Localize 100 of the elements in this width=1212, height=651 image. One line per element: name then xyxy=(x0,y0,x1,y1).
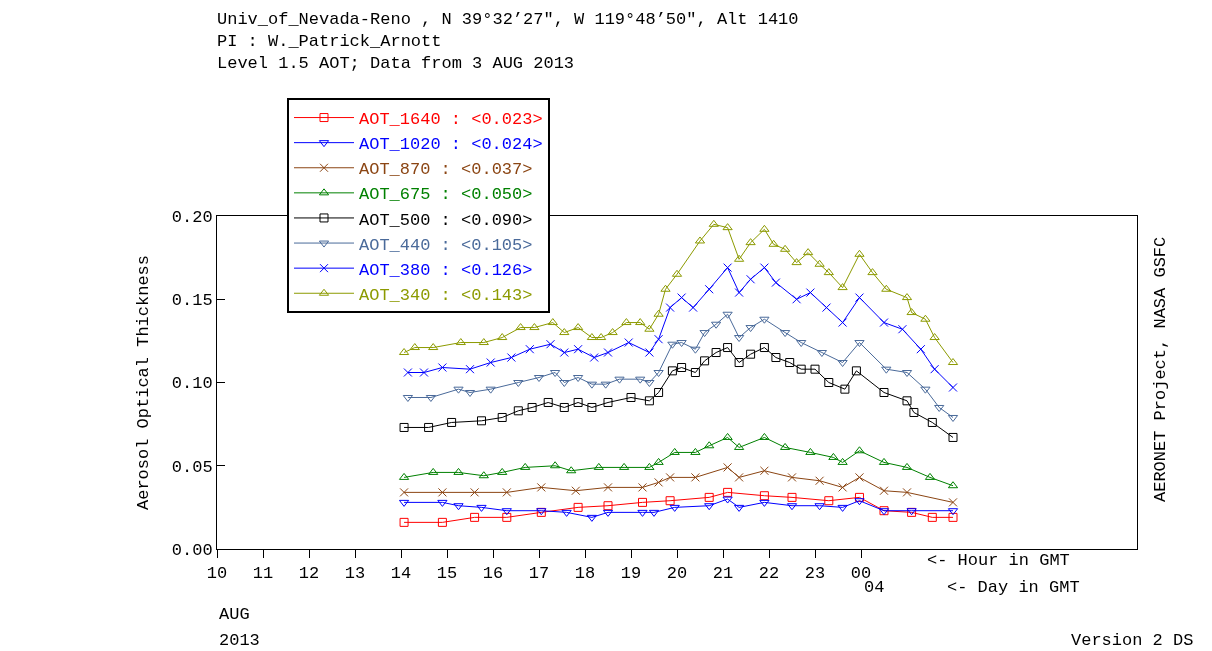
point xyxy=(399,517,409,527)
point xyxy=(669,447,680,455)
point xyxy=(543,397,553,407)
point xyxy=(403,368,413,378)
point xyxy=(497,412,507,422)
y-tick-label: 0.15 xyxy=(171,291,213,311)
point xyxy=(419,368,429,378)
legend-label: AOT_1640 : <0.023> xyxy=(359,110,543,130)
x-tick-label: 14 xyxy=(390,564,412,584)
point xyxy=(759,499,770,507)
point xyxy=(927,512,937,522)
point xyxy=(837,283,848,291)
point xyxy=(428,467,439,475)
point xyxy=(409,343,420,351)
point xyxy=(897,324,907,334)
point xyxy=(722,223,733,231)
point xyxy=(520,462,531,470)
point xyxy=(561,509,572,517)
point xyxy=(814,259,825,267)
point xyxy=(805,447,816,455)
point xyxy=(447,417,457,427)
point xyxy=(909,407,919,417)
point xyxy=(787,472,797,482)
point xyxy=(654,477,664,487)
y-tick-label: 0.20 xyxy=(171,207,213,227)
point xyxy=(759,316,770,324)
point xyxy=(838,318,848,328)
point xyxy=(854,249,865,257)
point xyxy=(823,268,834,276)
point xyxy=(638,482,647,492)
point xyxy=(667,366,677,376)
point xyxy=(437,363,447,373)
point xyxy=(589,353,599,363)
point xyxy=(573,502,583,512)
point xyxy=(677,293,687,303)
y-tick-label: 0.00 xyxy=(171,540,213,560)
text: AUG xyxy=(219,605,250,624)
point xyxy=(768,239,779,247)
legend-label: AOT_440 : <0.105> xyxy=(359,235,533,255)
point xyxy=(665,496,675,506)
point xyxy=(723,487,733,497)
point xyxy=(771,353,781,363)
point xyxy=(626,392,636,402)
point xyxy=(506,353,516,363)
y-axis-title: Aerosol Optical Thickness xyxy=(134,254,154,511)
point xyxy=(854,492,864,502)
point xyxy=(854,293,864,303)
point xyxy=(837,360,848,368)
point xyxy=(603,501,613,511)
point xyxy=(478,471,489,479)
legend-label: AOT_340 : <0.143> xyxy=(359,285,533,305)
point xyxy=(529,323,540,331)
point xyxy=(525,344,535,354)
point xyxy=(759,491,769,501)
point xyxy=(879,387,889,397)
y-tick-label: 0.05 xyxy=(171,457,213,477)
point xyxy=(700,356,710,366)
point xyxy=(948,497,958,507)
point xyxy=(948,383,958,392)
point xyxy=(704,284,714,294)
x-tick-label: 20 xyxy=(666,564,688,584)
chart-title: Univ_of_Nevada-Reno , N 39°32’27", W 119°48’50", Alt 1410 xyxy=(217,10,799,29)
point xyxy=(559,348,569,358)
point xyxy=(746,349,756,359)
point xyxy=(603,348,613,358)
point xyxy=(478,338,489,346)
point xyxy=(559,328,570,336)
x-tick-label: 19 xyxy=(620,564,642,584)
point xyxy=(573,397,583,407)
point xyxy=(607,328,618,336)
point xyxy=(704,441,715,449)
point xyxy=(653,309,664,317)
point xyxy=(796,340,807,348)
x-tick-label: 21 xyxy=(712,564,734,584)
point xyxy=(614,376,625,384)
point xyxy=(810,364,820,374)
point xyxy=(722,432,733,440)
point xyxy=(497,333,508,341)
legend-label: AOT_380 : <0.126> xyxy=(359,260,533,280)
point xyxy=(920,386,931,394)
point xyxy=(653,370,664,378)
point xyxy=(867,268,878,276)
point xyxy=(906,308,917,316)
point xyxy=(916,344,926,354)
point xyxy=(722,311,733,319)
point xyxy=(854,472,864,482)
point xyxy=(688,303,698,313)
point xyxy=(722,496,733,504)
point xyxy=(502,512,512,522)
point xyxy=(644,396,654,406)
point xyxy=(654,334,664,344)
point xyxy=(929,333,940,341)
point xyxy=(635,376,646,384)
point xyxy=(453,386,464,394)
point xyxy=(593,462,604,470)
point xyxy=(677,363,687,373)
point xyxy=(660,284,671,292)
point xyxy=(571,486,581,496)
x-tick-label: 15 xyxy=(436,564,458,584)
x-tick-label: 16 xyxy=(482,564,504,584)
